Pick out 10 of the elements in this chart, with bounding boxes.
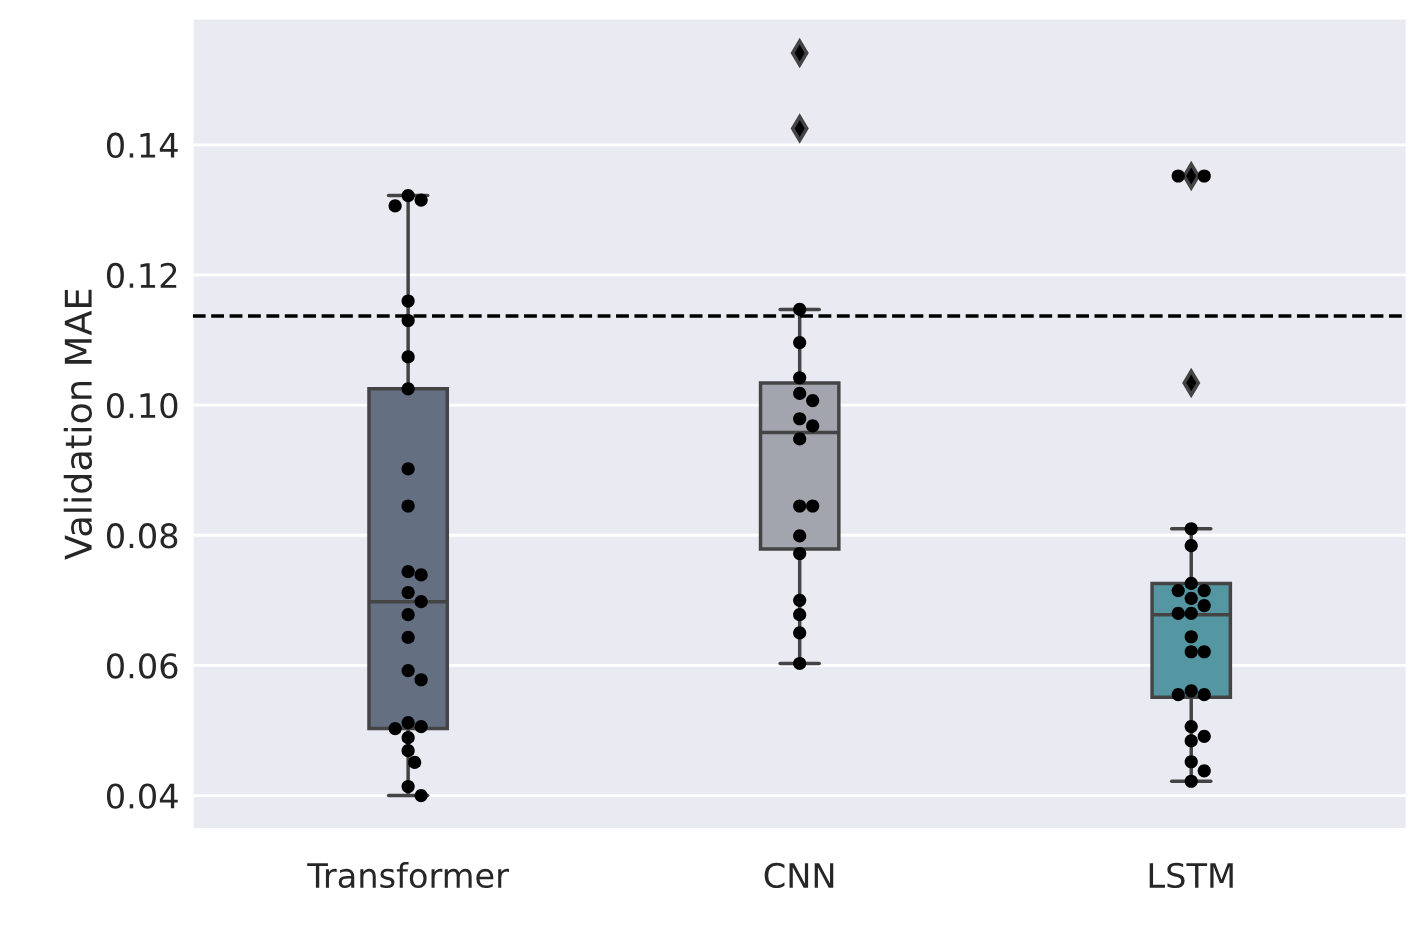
x-tick-label: LSTM	[1149, 862, 1233, 889]
y-tick-label: 0.10	[106, 392, 178, 419]
y-tick-label: 0.04	[106, 783, 178, 809]
y-tick-label: 0.12	[106, 262, 177, 289]
y-tick-label: 0.14	[106, 132, 178, 159]
x-tick-label: CNN	[764, 862, 834, 889]
x-tick-label: Transformer	[307, 862, 509, 889]
y-tick-label: 0.06	[106, 653, 178, 679]
y-axis-title: Validation MAE	[63, 289, 93, 560]
y-tick-label: 0.08	[106, 523, 178, 549]
